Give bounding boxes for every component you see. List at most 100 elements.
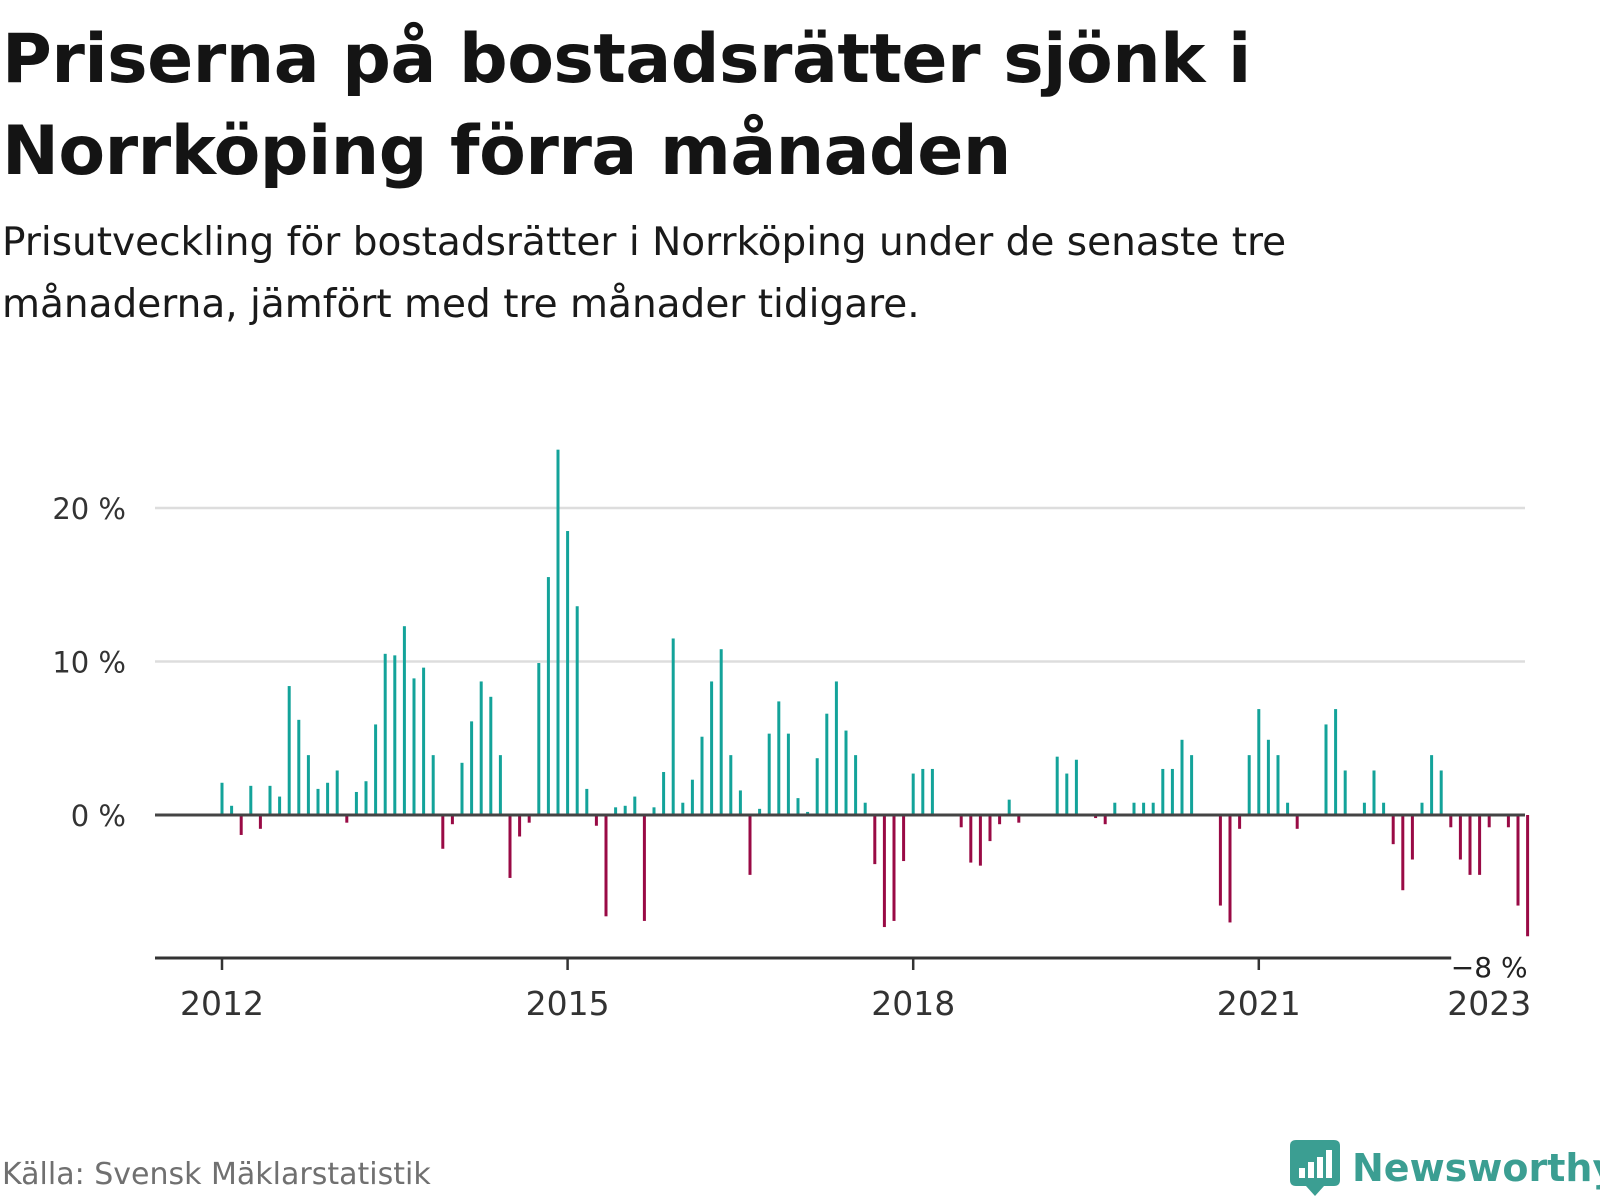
bar (1372, 770, 1376, 815)
bar (959, 815, 963, 828)
bar (729, 755, 733, 815)
bar (498, 755, 502, 815)
bar (902, 815, 906, 862)
newsworthy-logo-icon (1290, 1140, 1340, 1196)
bar (450, 815, 454, 825)
bar (393, 655, 397, 815)
x-tick-label: 2021 (1217, 984, 1301, 1023)
bar (345, 815, 349, 823)
bar (1295, 815, 1299, 829)
bar (1286, 802, 1290, 815)
bar (738, 790, 742, 815)
bar (786, 733, 790, 815)
bar (1276, 755, 1280, 815)
bar (652, 807, 656, 815)
brand-name: Newsworthy (1352, 1146, 1600, 1190)
bar (921, 768, 925, 815)
bar (585, 788, 589, 815)
bar (1161, 768, 1165, 815)
bar (748, 815, 752, 875)
newsworthy-brand[interactable]: Newsworthy (1290, 1140, 1600, 1196)
annotation-background (1451, 953, 1532, 983)
bar (354, 791, 358, 815)
bar (710, 681, 714, 815)
bar (671, 638, 675, 815)
bar (383, 653, 387, 815)
bar (844, 730, 848, 815)
y-tick-label: 0 % (71, 799, 126, 833)
bar (412, 678, 416, 815)
bar (1439, 770, 1443, 815)
bar (470, 721, 474, 815)
bar (287, 686, 291, 815)
bar (690, 779, 694, 815)
bar (777, 701, 781, 815)
bar (268, 785, 272, 815)
bar (1382, 802, 1386, 815)
bar (326, 782, 330, 815)
bar (863, 802, 867, 815)
x-tick-label: 2012 (180, 984, 264, 1023)
bar (374, 724, 378, 815)
bar (1103, 815, 1107, 825)
bar (930, 768, 934, 815)
bar (892, 815, 896, 921)
bar (1343, 770, 1347, 815)
bar (1228, 815, 1232, 923)
bar (1113, 802, 1117, 815)
bar (1362, 802, 1366, 815)
bar (1420, 802, 1424, 815)
bar (969, 815, 973, 863)
axes (155, 813, 1525, 970)
bar (508, 815, 512, 878)
y-tick-label: 10 % (52, 646, 126, 680)
bar (316, 788, 320, 815)
bar (364, 781, 368, 815)
bar (1478, 815, 1482, 875)
bar (230, 805, 234, 815)
bar (220, 782, 224, 815)
bar (422, 667, 426, 815)
bar (556, 449, 560, 815)
bar (306, 755, 310, 815)
bar (1257, 709, 1261, 815)
bar (1468, 815, 1472, 875)
bar (1132, 802, 1136, 815)
bar-chart: 0 % 10 % 20 % 2012 2015 2018 2021 2023−8 % (52, 449, 1532, 1023)
bar (1094, 815, 1098, 819)
bar (258, 815, 262, 829)
bar (278, 796, 282, 815)
bar (1190, 755, 1194, 815)
bar (719, 649, 723, 815)
bar (537, 663, 541, 815)
bar (1526, 815, 1530, 937)
bar (1516, 815, 1520, 906)
bar (1055, 756, 1059, 815)
bar (1017, 815, 1021, 823)
bar (700, 736, 704, 815)
bar (854, 755, 858, 815)
bar (1247, 755, 1251, 815)
bar (1506, 815, 1510, 828)
bar (335, 770, 339, 815)
bar (566, 531, 570, 815)
gridlines (155, 506, 1525, 663)
source-note: Källa: Svensk Mäklarstatistik (2, 1157, 431, 1192)
bars (220, 449, 1530, 937)
bar (1074, 759, 1078, 815)
bar (633, 796, 637, 815)
bar (988, 815, 992, 842)
bar (239, 815, 243, 835)
bar (489, 696, 493, 815)
bar (614, 807, 618, 815)
bar (249, 785, 253, 815)
bar (1142, 802, 1146, 815)
bar (297, 719, 301, 815)
bar (431, 755, 435, 815)
chart-title: Priserna på bostadsrätter sjönk i Norrkö… (2, 20, 1251, 191)
chart-subtitle: Prisutveckling för bostadsrätter i Norrk… (2, 220, 1287, 327)
bar (1218, 815, 1222, 906)
bar (623, 805, 627, 815)
bar (758, 808, 762, 815)
bar (642, 815, 646, 921)
